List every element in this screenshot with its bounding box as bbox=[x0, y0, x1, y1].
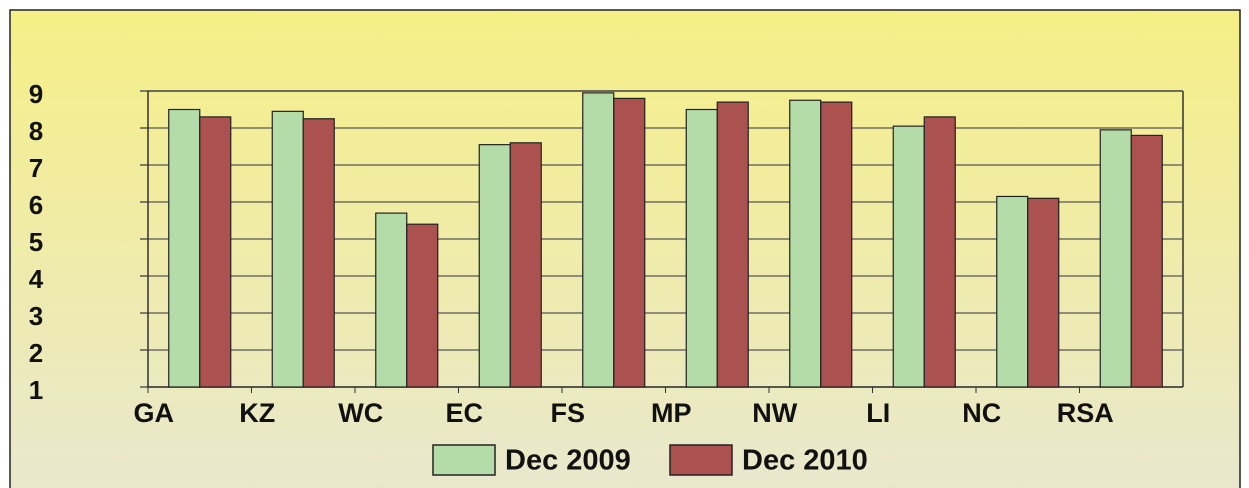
y-tick-label: 7 bbox=[29, 153, 43, 183]
bar bbox=[271, 110, 304, 388]
legend-swatch bbox=[432, 444, 496, 476]
x-tick-label: RSA bbox=[1057, 398, 1114, 428]
bar bbox=[923, 116, 956, 388]
bar bbox=[1027, 197, 1060, 388]
bar bbox=[582, 92, 615, 388]
legend-swatch bbox=[669, 444, 733, 476]
y-tick-label: 6 bbox=[29, 190, 43, 220]
legend-label: Dec 2009 bbox=[505, 445, 631, 477]
bar bbox=[716, 101, 749, 388]
x-tick-label: FS bbox=[550, 398, 585, 428]
legend-label: Dec 2010 bbox=[742, 445, 868, 477]
y-tick-label: 3 bbox=[29, 301, 43, 331]
bar bbox=[685, 108, 718, 388]
bar bbox=[478, 144, 511, 388]
bar bbox=[892, 125, 925, 388]
bar bbox=[820, 101, 853, 388]
x-tick-label: WC bbox=[338, 398, 383, 428]
bar bbox=[1130, 134, 1163, 388]
bar bbox=[996, 195, 1029, 388]
x-tick-label: EC bbox=[445, 398, 483, 428]
y-tick-label: 5 bbox=[29, 227, 43, 257]
bar bbox=[613, 97, 646, 388]
bar bbox=[509, 142, 542, 388]
x-tick-label: NW bbox=[752, 398, 797, 428]
x-tick-label: KZ bbox=[239, 398, 275, 428]
bar bbox=[1099, 129, 1132, 388]
x-tick-label: GA bbox=[134, 398, 175, 428]
y-tick-label: 2 bbox=[29, 338, 43, 368]
x-tick-label: MP bbox=[651, 398, 692, 428]
y-tick-label: 9 bbox=[29, 79, 43, 109]
y-tick-label: 4 bbox=[29, 264, 44, 294]
bar bbox=[199, 116, 232, 388]
bar bbox=[302, 118, 335, 388]
x-tick-label: LI bbox=[866, 398, 890, 428]
bar bbox=[168, 108, 201, 388]
bar bbox=[375, 212, 408, 388]
bar bbox=[406, 223, 439, 388]
x-tick-label: NC bbox=[962, 398, 1001, 428]
y-tick-label: 8 bbox=[29, 116, 43, 146]
bar bbox=[789, 99, 822, 388]
y-tick-label: 1 bbox=[29, 375, 43, 405]
